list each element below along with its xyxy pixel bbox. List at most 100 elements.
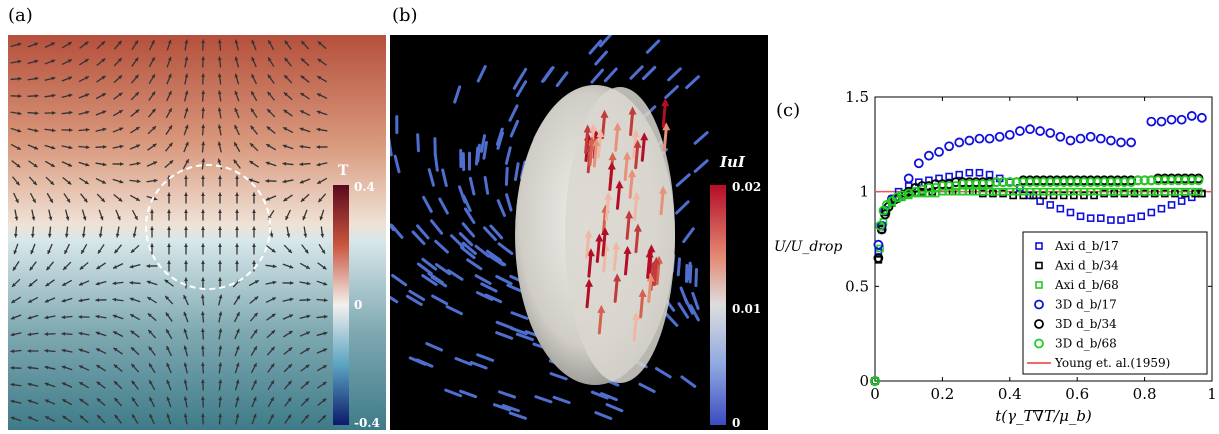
data-point xyxy=(1038,177,1049,188)
vector-arrowhead xyxy=(183,362,188,367)
vector-arrow xyxy=(691,291,700,311)
vector-arrowhead xyxy=(97,415,101,419)
vector-arrow xyxy=(454,357,473,366)
vector-arrowhead xyxy=(28,299,33,303)
vector-arrow xyxy=(504,166,509,186)
vector-arrowhead xyxy=(30,250,35,255)
data-point xyxy=(1011,177,1022,188)
vector-arrowhead xyxy=(282,179,287,184)
vector-arrowhead xyxy=(10,366,15,370)
vector-arrow xyxy=(461,241,477,256)
vector-arrowhead xyxy=(102,162,107,167)
vector-arrowhead xyxy=(283,92,288,97)
x-tick-label: 0.8 xyxy=(1133,385,1157,403)
vector-arrowhead xyxy=(130,330,135,335)
vector-arrowhead xyxy=(316,127,321,132)
inner-vector-arrow xyxy=(659,190,665,216)
vector-arrowhead xyxy=(112,281,117,286)
data-point xyxy=(1085,131,1096,142)
data-point xyxy=(924,150,934,161)
data-point xyxy=(1004,129,1015,140)
vector-arrowhead xyxy=(95,298,100,302)
vector-arrow xyxy=(427,168,435,187)
vector-arrowhead xyxy=(119,179,124,184)
vector-arrowhead xyxy=(44,332,49,336)
vector-arrow xyxy=(489,224,504,240)
data-point xyxy=(1025,177,1035,188)
vector-arrowhead xyxy=(270,363,275,368)
data-point xyxy=(994,131,1005,142)
data-point xyxy=(1137,212,1146,221)
vector-arrowhead xyxy=(201,192,205,197)
vector-arrowhead xyxy=(218,277,222,282)
vector-arrow xyxy=(513,162,520,181)
vector-arrowhead xyxy=(119,162,124,166)
data-point xyxy=(1031,177,1042,188)
inner-vector-arrow xyxy=(639,293,645,319)
vector-arrowhead xyxy=(85,127,90,132)
vector-arrowhead xyxy=(317,41,322,46)
vector-arrowhead xyxy=(34,146,39,150)
vector-arrowhead xyxy=(102,144,107,149)
inner-vector-arrow xyxy=(601,231,607,257)
legend-label: Axi d_b/17 xyxy=(1054,239,1119,253)
vector-arrowhead xyxy=(101,93,106,97)
vector-arrow xyxy=(447,269,464,281)
data-point xyxy=(1119,177,1130,188)
vector-arrowhead xyxy=(254,296,259,301)
data-point xyxy=(1095,133,1106,144)
data-point xyxy=(1116,137,1126,148)
inner-vector-arrowhead xyxy=(632,311,641,320)
vector-arrow xyxy=(590,390,609,400)
vector-arrowhead xyxy=(184,226,188,231)
vector-arrowhead xyxy=(27,416,32,420)
inner-vector-arrowhead xyxy=(633,139,642,148)
vector-arrowhead xyxy=(44,315,49,320)
vector-arrowhead xyxy=(236,312,240,317)
vector-arrowhead xyxy=(201,141,206,146)
vector-arrowhead xyxy=(96,265,101,270)
data-point xyxy=(1156,116,1167,127)
vector-arrowhead xyxy=(85,145,90,150)
data-point xyxy=(1075,133,1086,144)
inner-vector-arrow xyxy=(601,208,607,234)
x-tick-label: 0.4 xyxy=(998,385,1022,403)
vector-arrowhead xyxy=(270,346,275,351)
vector-arrowhead xyxy=(299,127,304,132)
vector-arrowhead xyxy=(217,73,222,78)
vector-arrow xyxy=(555,71,569,88)
vector-arrowhead xyxy=(323,348,328,353)
inner-vector-arrowhead xyxy=(628,169,637,178)
vector-arrowhead xyxy=(184,209,188,214)
vector-arrowhead xyxy=(183,328,188,333)
vector-arrow xyxy=(480,282,498,293)
inner-vector-arrowhead xyxy=(638,288,647,297)
vector-arrow xyxy=(496,199,506,217)
vector-arrow xyxy=(496,131,505,150)
data-point xyxy=(1018,177,1029,188)
data-point xyxy=(1166,175,1177,186)
vector-arrowhead xyxy=(201,124,206,129)
vector-arrow xyxy=(600,392,618,402)
vector-arrowhead xyxy=(299,162,304,167)
vector-arrowhead xyxy=(233,159,238,164)
vector-arrowhead xyxy=(184,73,189,78)
data-point xyxy=(1056,204,1065,213)
vector-arrowhead xyxy=(44,382,49,387)
data-point xyxy=(1065,135,1076,146)
vector-arrowhead xyxy=(283,197,288,202)
vector-arrowhead xyxy=(82,216,87,221)
vector-arrowhead xyxy=(51,76,56,81)
vector-arrowhead xyxy=(78,348,83,353)
vector-arrowhead xyxy=(270,380,274,385)
vector-arrowhead xyxy=(62,399,67,403)
vector-arrowhead xyxy=(146,264,151,268)
vector-arrowhead xyxy=(252,396,257,401)
vector-arrowhead xyxy=(249,160,254,165)
vector-arrow xyxy=(549,372,568,381)
colorbar-tick-max: 0.02 xyxy=(732,180,761,194)
vector-arrowhead xyxy=(183,345,188,350)
vector-arrowhead xyxy=(34,128,39,133)
vector-arrowhead xyxy=(183,396,188,401)
vector-arrow xyxy=(694,268,698,288)
